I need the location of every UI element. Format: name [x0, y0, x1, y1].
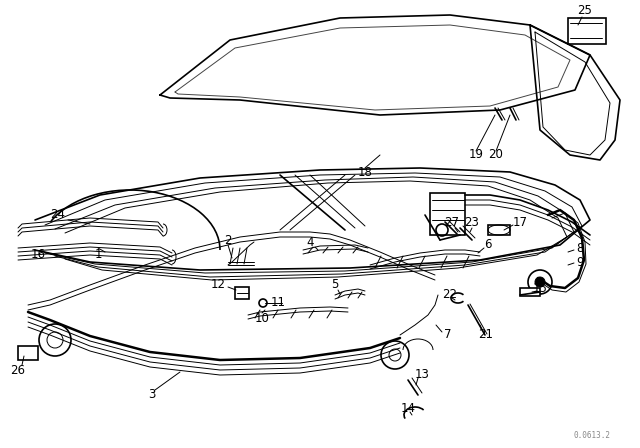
- Bar: [18, 346, 38, 360]
- Text: 15: 15: [532, 281, 547, 294]
- Text: 12: 12: [211, 279, 225, 292]
- Text: 9: 9: [576, 255, 584, 268]
- Text: 4: 4: [307, 236, 314, 249]
- Text: 8: 8: [576, 241, 584, 254]
- Text: 5: 5: [332, 279, 339, 292]
- Text: 22: 22: [442, 289, 458, 302]
- Text: 25: 25: [577, 4, 593, 17]
- Text: 23: 23: [465, 215, 479, 228]
- Text: 1: 1: [94, 247, 102, 260]
- Circle shape: [535, 277, 545, 287]
- Text: 14: 14: [401, 401, 415, 414]
- Bar: [520, 288, 540, 296]
- Text: 13: 13: [415, 369, 429, 382]
- Text: 11: 11: [271, 296, 285, 309]
- Text: 20: 20: [488, 148, 504, 161]
- Text: 16: 16: [31, 247, 45, 260]
- Text: 18: 18: [358, 165, 372, 178]
- Text: 21: 21: [479, 328, 493, 341]
- Text: 0.0613.2: 0.0613.2: [573, 431, 610, 440]
- Text: 2: 2: [224, 233, 232, 246]
- Text: 27: 27: [445, 215, 460, 228]
- Text: 7: 7: [444, 328, 452, 341]
- Text: 26: 26: [10, 363, 26, 376]
- Text: 17: 17: [513, 215, 527, 228]
- Text: 6: 6: [484, 238, 492, 251]
- Bar: [235, 287, 249, 299]
- Text: 19: 19: [468, 148, 483, 161]
- Text: 3: 3: [148, 388, 156, 401]
- Text: 24: 24: [51, 208, 65, 221]
- Text: 10: 10: [255, 311, 269, 324]
- Bar: [568, 18, 606, 44]
- Bar: [430, 193, 465, 235]
- Bar: [488, 225, 510, 235]
